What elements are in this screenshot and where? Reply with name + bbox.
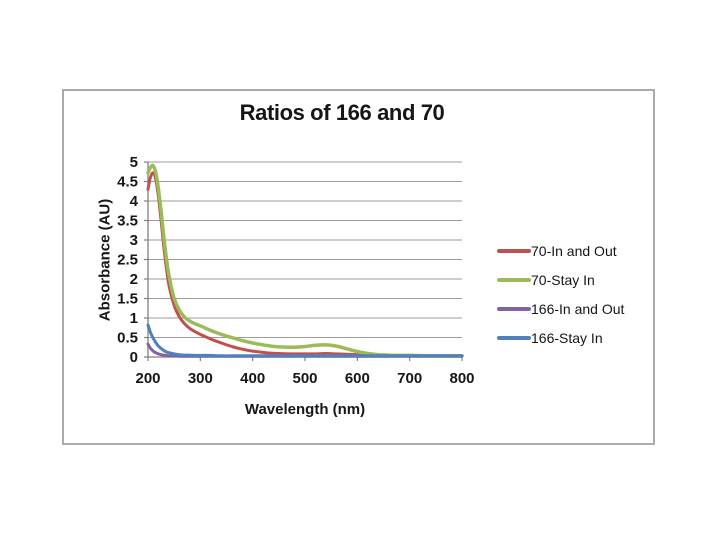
x-tick-label: 200 <box>135 370 160 387</box>
y-axis-title: Absorbance (AU) <box>96 198 114 322</box>
y-tick-label: 2.5 <box>117 252 138 269</box>
legend-item: 166-Stay In <box>497 323 624 352</box>
legend-swatch-line-icon <box>497 335 531 340</box>
x-tick-label: 800 <box>449 370 474 387</box>
legend-item: 70-Stay In <box>497 265 624 294</box>
y-tick-label: 2 <box>130 271 138 288</box>
x-tick-label: 700 <box>397 370 422 387</box>
chart-title: Ratios of 166 and 70 <box>239 100 445 125</box>
x-tick-label: 300 <box>188 370 213 387</box>
y-tick-label: 4.5 <box>117 174 138 191</box>
y-tick-label: 0 <box>130 349 138 366</box>
legend-swatch-line-icon <box>497 248 531 253</box>
y-tick-label: 3 <box>130 232 138 249</box>
y-tick-label: 4 <box>130 193 139 210</box>
legend-label: 70-Stay In <box>531 271 595 288</box>
y-tick-label: 3.5 <box>117 213 138 230</box>
legend-label: 166-Stay In <box>531 329 603 346</box>
series-line <box>146 163 464 358</box>
y-tick-label: 1 <box>130 310 138 327</box>
legend-item: 70-In and Out <box>497 236 624 265</box>
y-tick-label: 1.5 <box>117 291 138 308</box>
legend: 70-In and Out 70-Stay In 166-In and Out … <box>497 236 624 352</box>
y-tick-label: 5 <box>130 154 138 171</box>
series-line <box>146 171 464 358</box>
series-line <box>146 323 464 358</box>
legend-item: 166-In and Out <box>497 294 624 323</box>
x-tick-label: 500 <box>292 370 317 387</box>
plot-svg: 0 0.5 1 1.5 2 2.5 3 3.5 4 4.5 5 200 300 400 500 600 700 8… <box>117 154 474 387</box>
legend-swatch-line-icon <box>497 306 531 311</box>
legend-label: 70-In and Out <box>531 242 617 259</box>
legend-swatch-line-icon <box>497 277 531 282</box>
x-tick-label: 400 <box>240 370 265 387</box>
legend-label: 166-In and Out <box>531 300 625 317</box>
y-tick-label: 0.5 <box>117 330 138 347</box>
x-tick-label: 600 <box>345 370 370 387</box>
chart-frame: 0 0.5 1 1.5 2 2.5 3 3.5 4 4.5 5 200 300 400 500 600 700 8… <box>62 89 655 445</box>
x-axis-title: Wavelength (nm) <box>244 401 366 418</box>
